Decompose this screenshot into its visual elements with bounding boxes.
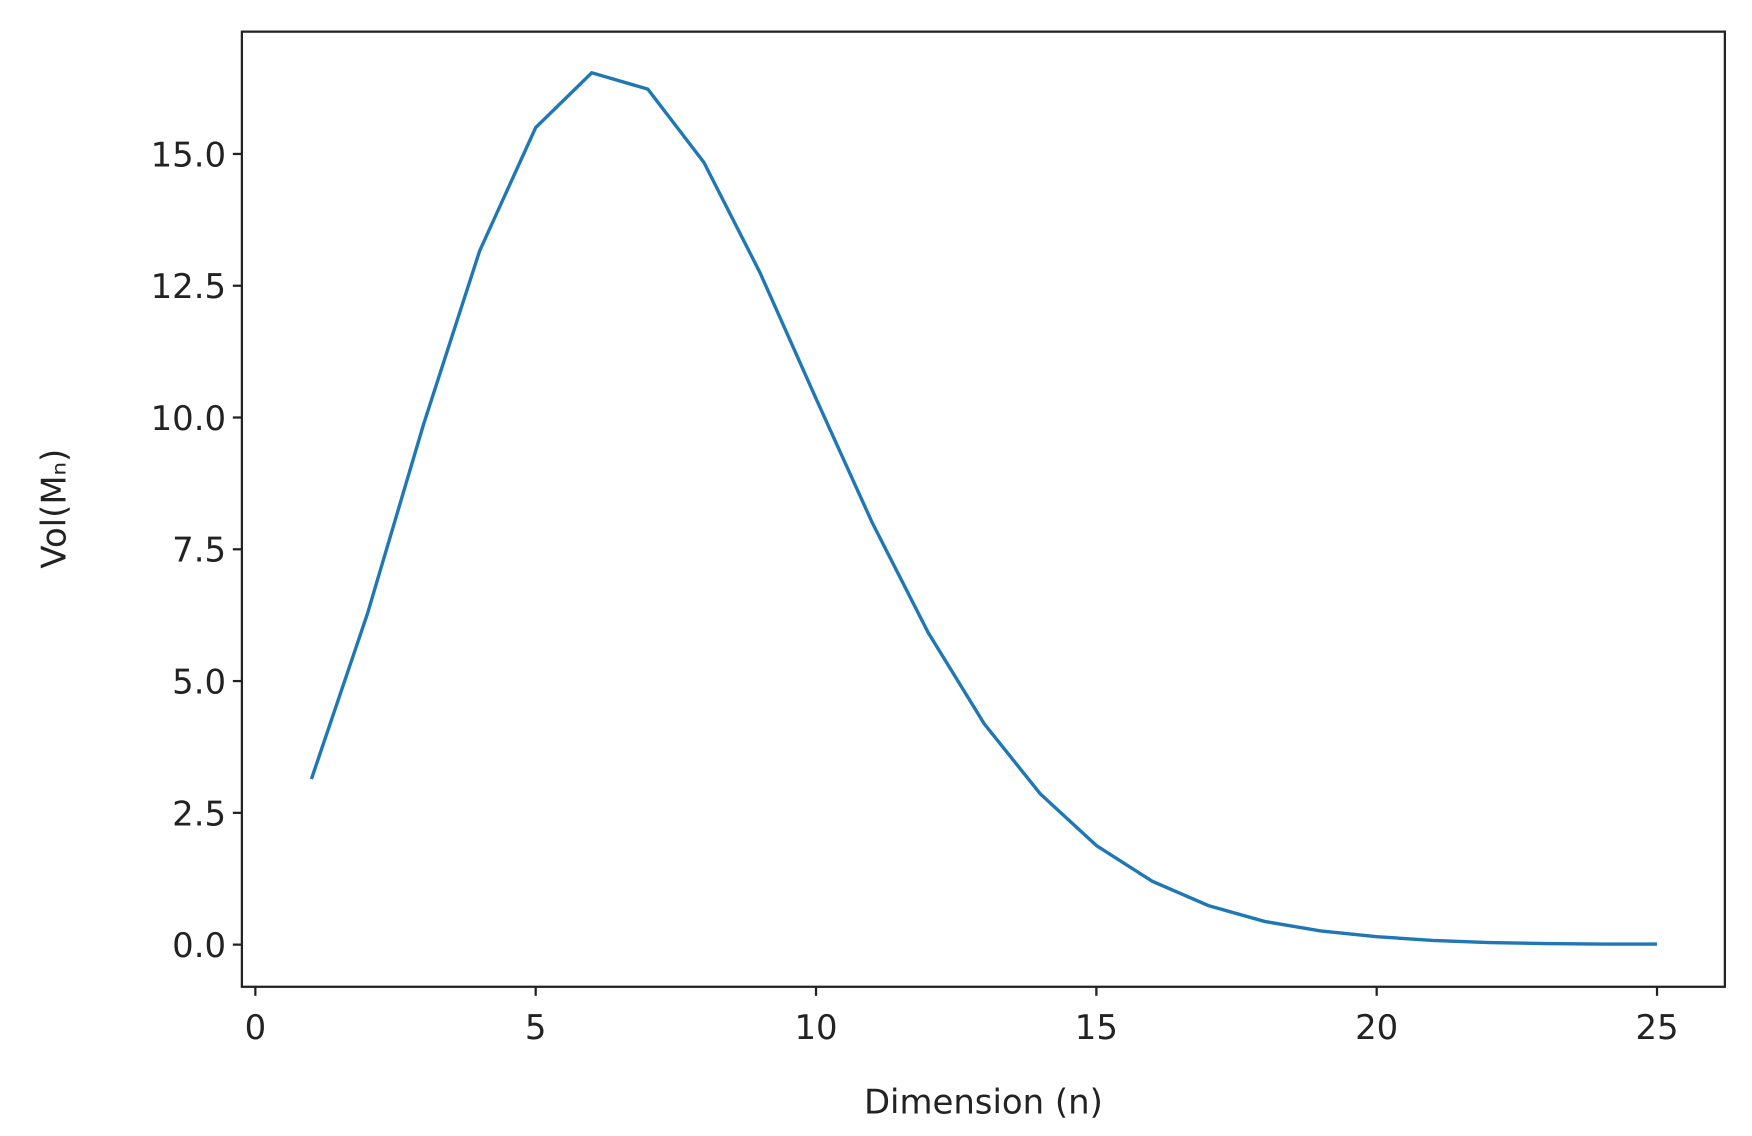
x-axis-label: Dimension (n): [864, 1082, 1103, 1121]
x-tick-label: 20: [1355, 1008, 1398, 1047]
y-tick-label: 5.0: [172, 662, 226, 701]
x-tick-label: 5: [525, 1008, 547, 1047]
y-axis-label: Vol(Mₙ): [35, 449, 74, 569]
plot-frame: [240, 30, 1727, 988]
y-tick-label: 2.5: [172, 794, 226, 833]
x-tick-label: 15: [1075, 1008, 1118, 1047]
y-tick-label: 10.0: [151, 399, 226, 438]
y-tick-label: 0.0: [172, 926, 226, 965]
x-tick-label: 0: [245, 1008, 267, 1047]
data-line: [309, 70, 1658, 946]
y-tick-label: 15.0: [151, 135, 226, 174]
x-tick-label: 25: [1635, 1008, 1678, 1047]
x-tick-label: 10: [794, 1008, 837, 1047]
y-tick-label: 12.5: [151, 267, 226, 306]
y-tick-label: 7.5: [172, 531, 226, 570]
